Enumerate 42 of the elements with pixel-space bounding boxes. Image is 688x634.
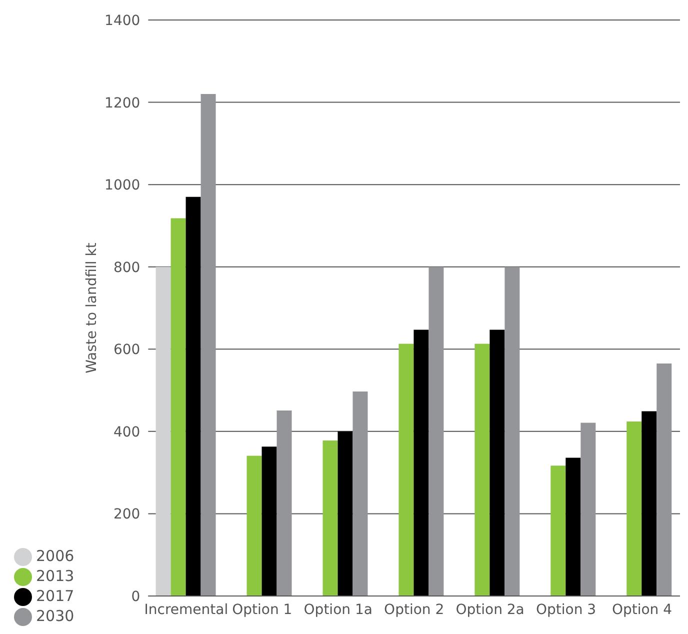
x-tick-label: Option 1 [232,602,292,618]
legend-label: 2017 [36,587,74,605]
bar [642,411,657,596]
bar [566,458,581,596]
bar [352,392,368,596]
x-tick-label: Option 2 [384,602,444,618]
bar [656,364,672,596]
y-tick-label: 1000 [104,178,140,194]
y-axis-title: Waste to landfill kt [84,242,100,374]
bar [322,440,338,596]
y-tick-label: 1400 [104,12,140,29]
y-tick-label: 0 [131,588,140,605]
y-tick-label: 600 [113,342,140,358]
bar [200,94,216,596]
bar [156,266,171,596]
legend-label: 2006 [36,547,74,565]
bar [580,422,596,596]
bar [550,466,566,596]
bar [246,456,262,596]
bar [504,266,520,596]
bar [186,196,201,596]
bar [490,330,505,596]
x-tick-label: Incremental [144,602,228,618]
legend-label: 2013 [36,567,74,585]
bar [626,422,642,596]
y-tick-label: 800 [113,260,140,276]
y-tick-label: 400 [113,424,140,440]
x-tick-label: Option 4 [612,602,672,618]
y-tick-label: 200 [113,506,140,523]
x-tick-label: Option 2a [456,602,524,618]
bar [474,344,490,596]
legend-label: 2030 [36,607,74,625]
bar [262,446,277,596]
bar [398,344,414,596]
bar [276,410,292,596]
bar [414,330,429,596]
x-tick-label: Option 1a [304,602,372,618]
y-tick-label: 1200 [104,95,140,112]
bar [428,266,444,596]
bar [170,218,186,596]
x-tick-label: Option 3 [536,602,596,618]
bar [338,431,353,596]
